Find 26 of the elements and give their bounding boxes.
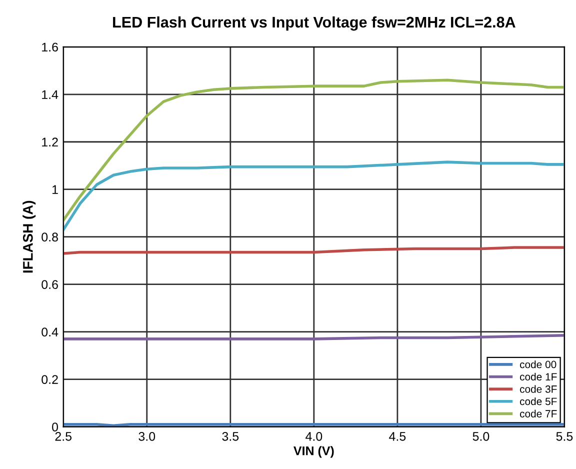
legend-label: code 7F [520,410,557,418]
y-tick-label: 1.2 [42,138,58,146]
legend-label: code 1F [520,372,557,380]
x-tick-label: 4.5 [389,432,406,441]
line-series [63,160,564,232]
y-tick-label: 0.8 [42,232,58,242]
y-tick-label: 0.4 [42,328,58,336]
legend-label: code 5F [520,397,557,406]
x-tick-label: 5.0 [472,432,490,441]
y-tick-label: 1.4 [42,90,58,99]
y-tick-label: 0 [52,422,58,432]
y-tick-label: 1.6 [42,42,58,52]
x-axis-title: VIN (V) [294,446,334,458]
x-tick-label: 3.5 [222,432,239,441]
x-tick-label: 3.0 [138,432,156,441]
x-tick-label: 4.0 [306,432,322,441]
y-tick-label: 0.2 [42,375,58,384]
y-tick-label: 0.6 [42,280,58,289]
chart-title: LED Flash Current vs Input Voltage fsw=2MHz ICL=2.8A [113,16,516,31]
legend-label: code 00 [520,360,556,368]
y-axis-title: IFLASH (A) [22,200,36,273]
x-tick-label: 5.5 [556,432,573,441]
x-tick-label: 2.5 [55,432,72,441]
y-tick-label: 1 [52,185,58,194]
line-series [63,78,564,222]
legend-label: code 3F [520,385,557,393]
